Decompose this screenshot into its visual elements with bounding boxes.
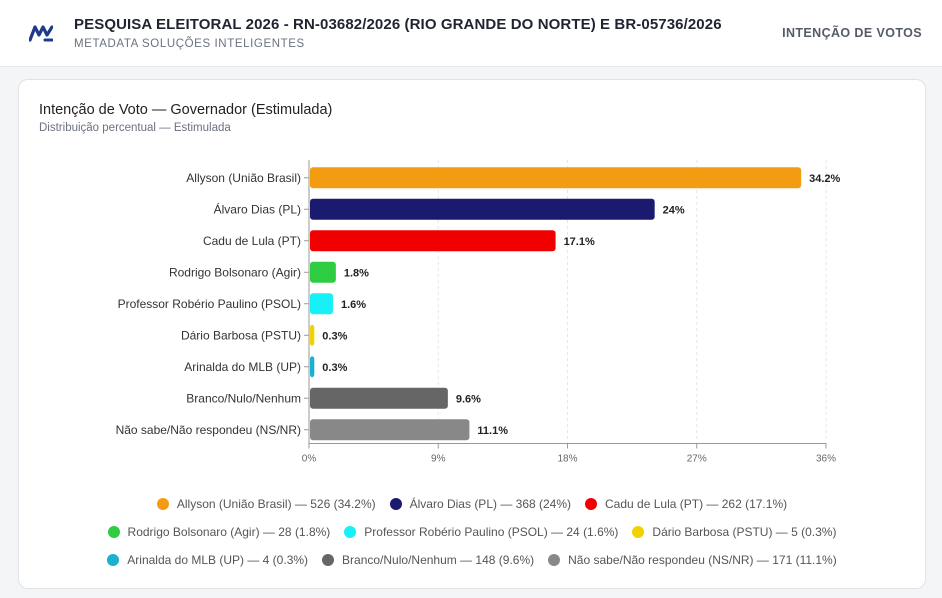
x-tick-label: 0% [302,454,317,465]
legend-swatch [344,526,357,538]
legend-label: Dário Barbosa (PSTU) — 5 (0.3%) [652,525,837,539]
section-label[interactable]: INTENÇÃO DE VOTOS [782,26,922,40]
bar [310,387,448,409]
legend-swatch [322,554,335,566]
legend-swatch [107,554,120,566]
legend-label: Álvaro Dias (PL) — 368 (24%) [409,497,572,511]
legend-label: Professor Robério Paulino (PSOL) — 24 (1… [364,525,619,539]
category-label: Cadu de Lula (PT) [203,234,301,248]
legend-label: Allyson (União Brasil) — 526 (34.2%) [176,497,376,511]
category-label: Rodrigo Bolsonaro (Agir) [169,265,301,279]
legend-item[interactable]: Cadu de Lula (PT) — 262 (17.1%) [585,497,787,511]
legend-row: Arinalda do MLB (UP) — 4 (0.3%) Branco/Nu… [19,546,925,574]
legend-swatch [548,554,561,566]
legend-swatch [107,526,120,538]
category-label: Branco/Nulo/Nenhum [186,391,301,405]
legend-item[interactable]: Professor Robério Paulino (PSOL) — 24 (1… [344,525,618,539]
legend-label: Rodrigo Bolsonaro (Agir) — 28 (1.8%) [127,525,331,539]
legend-swatch [156,498,169,510]
category-label: Álvaro Dias (PL) [214,201,301,216]
legend-item[interactable]: Não sabe/Não respondeu (NS/NR) — 171 (11… [548,553,837,567]
bar-chart: 0% 9% 18% 27% 36% Allyson (União Brasil) 34.2%… [116,160,841,465]
bar [310,356,315,378]
company-name: METADATA SOLUÇÕES INTELIGENTES [74,38,305,50]
value-label: 0.3% [322,330,347,342]
legend-swatch [585,498,598,510]
legend-row: Allyson (União Brasil) — 526 (34.2%) Álva… [19,490,925,518]
category-label: Dário Barbosa (PSTU) [181,328,301,342]
bar [310,324,315,346]
legend-swatch [389,498,402,510]
metadata-logo-icon [29,25,53,42]
legend-label: Branco/Nulo/Nenhum — 148 (9.6%) [342,553,535,567]
chart-legend: Allyson (União Brasil) — 526 (34.2%) Álva… [19,490,925,574]
legend-item[interactable]: Álvaro Dias (PL) — 368 (24%) [389,497,572,511]
chart-subtitle: Distribuição percentual — Estimulada [39,122,231,134]
value-label: 9.6% [456,393,481,405]
category-label: Não sabe/Não respondeu (NS/NR) [116,423,301,437]
legend-item[interactable]: Rodrigo Bolsonaro (Agir) — 28 (1.8%) [107,525,331,539]
legend-item[interactable]: Branco/Nulo/Nenhum — 148 (9.6%) [322,553,534,567]
legend-item[interactable]: Allyson (União Brasil) — 526 (34.2%) [156,497,376,511]
bar [310,230,556,252]
page-title: PESQUISA ELEITORAL 2026 - RN-03682/2026 … [74,16,722,33]
value-label: 1.8% [344,267,369,279]
value-label: 17.1% [564,236,595,248]
x-tick-label: 36% [816,454,836,465]
bar [310,293,333,315]
legend-label: Arinalda do MLB (UP) — 4 (0.3%) [127,553,309,567]
x-tick-label: 18% [557,454,577,465]
value-label: 34.2% [809,173,840,185]
value-label: 0.3% [322,362,347,374]
legend-swatch [632,526,645,538]
legend-row: Rodrigo Bolsonaro (Agir) — 28 (1.8%) Prof… [19,518,925,546]
bar [310,419,470,441]
x-tick-label: 27% [687,454,707,465]
value-label: 1.6% [341,299,366,311]
legend-item[interactable]: Arinalda do MLB (UP) — 4 (0.3%) [107,553,308,567]
legend-label: Não sabe/Não respondeu (NS/NR) — 171 (11… [568,553,837,567]
legend-item[interactable]: Dário Barbosa (PSTU) — 5 (0.3%) [632,525,836,539]
value-label: 11.1% [477,425,508,437]
x-tick-label: 9% [431,454,446,465]
value-label: 24% [663,204,685,216]
bar [310,167,802,189]
category-label: Professor Robério Paulino (PSOL) [118,297,301,311]
category-label: Arinalda do MLB (UP) [184,360,301,374]
category-label: Allyson (União Brasil) [186,171,301,185]
bar [310,261,336,283]
legend-label: Cadu de Lula (PT) — 262 (17.1%) [605,497,788,511]
bar [310,198,655,220]
app-header: PESQUISA ELEITORAL 2026 - RN-03682/2026 … [0,0,942,67]
chart-title: Intenção de Voto — Governador (Estimulad… [39,102,333,118]
chart-card: Intenção de Voto — Governador (Estimulad… [18,79,926,589]
